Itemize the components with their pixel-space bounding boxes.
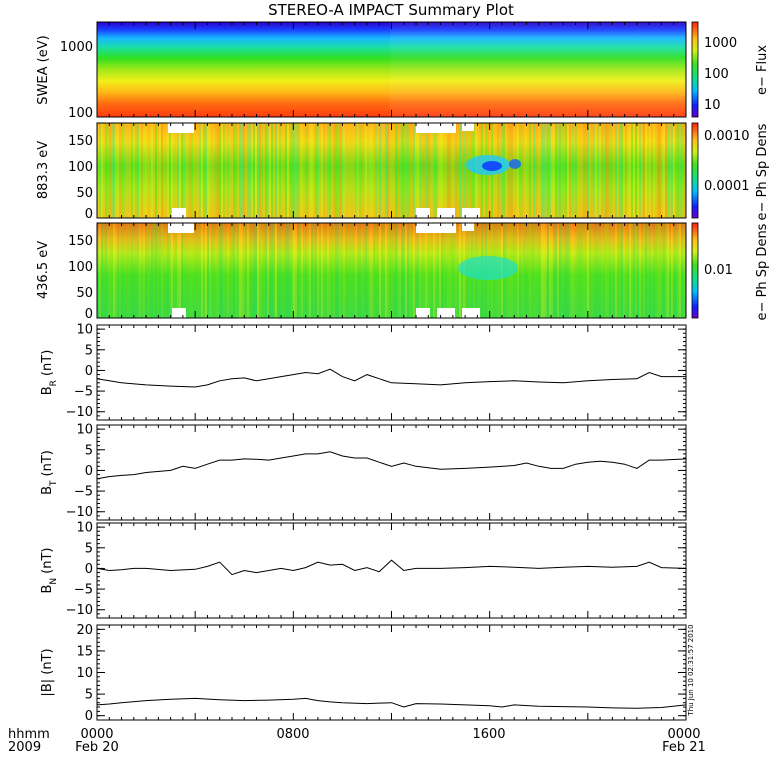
pad436-ytick-50: 50: [76, 286, 93, 301]
y-tick-label: 15: [76, 644, 93, 659]
cb3-label: e− Ph Sp Dens: [755, 223, 770, 320]
time-tick-end: 0000: [667, 727, 700, 742]
pad436-ytick-0: 0: [85, 307, 93, 322]
cb1-tick-100: 100: [704, 67, 729, 82]
pad436-ytick-150: 150: [68, 234, 93, 249]
line-panel-ylabel-sub: R: [49, 380, 59, 386]
cb2-tick-0010: 0.0010: [704, 129, 750, 144]
swea-flux-image: [97, 22, 686, 117]
colorbar-883: 0.0010 0.0001 e− Ph Sp Dens: [691, 122, 770, 220]
cb1-label: e− Flux: [755, 45, 770, 95]
y-tick-label: −10: [66, 405, 93, 420]
y-tick-label: 5: [85, 541, 93, 556]
pad-436-panel: 150 100 50 0 436.5 eV: [36, 222, 687, 322]
y-tick-label: 5: [85, 688, 93, 703]
y-tick-label: 10: [76, 666, 93, 681]
time-tick-0800: 0800: [276, 727, 309, 742]
pad883-ytick-50: 50: [76, 186, 93, 201]
time-tick-date-end: Feb 21: [662, 740, 706, 755]
cb2-tick-00001: 0.0001: [704, 179, 750, 194]
line-panel-frame: [96, 522, 687, 619]
pad436-ytick-100: 100: [68, 260, 93, 275]
y-tick-label: 0: [85, 562, 93, 577]
series-line: [96, 697, 687, 709]
swea-ylabel: SWEA (eV): [36, 35, 51, 104]
line-panel-ylabel-sub: T: [49, 480, 59, 487]
line-panel-ylabel-unit: (nT): [40, 548, 55, 574]
pad883-ytick-100: 100: [68, 160, 93, 175]
y-tick-label: −5: [74, 583, 93, 598]
time-axis-label-year: 2009: [8, 740, 41, 755]
line-panel-frame: [96, 624, 687, 721]
y-tick-label: 5: [85, 443, 93, 458]
generation-timestamp: Thu Jun 10 02:31:57 2010: [687, 624, 695, 716]
y-tick-label: 0: [85, 364, 93, 379]
colorbar-swea: 1000 100 10 e− Flux: [691, 21, 770, 118]
cb3-tick-001: 0.01: [704, 263, 733, 278]
line-panel-ylabel: BT(nT): [40, 450, 59, 495]
series-line: [96, 368, 686, 388]
line-panel-ylabel: BN(nT): [40, 548, 59, 594]
line-panel-ylabel-unit: (nT): [40, 350, 55, 376]
y-tick-label: −10: [66, 603, 93, 618]
time-tick-date-start: Feb 20: [75, 740, 119, 755]
swea-ytick-1000: 1000: [60, 40, 93, 55]
pad436-ylabel: 436.5 eV: [36, 241, 51, 299]
y-tick-label: 5: [85, 343, 93, 358]
y-tick-label: 10: [76, 521, 93, 536]
y-tick-label: 0: [85, 709, 93, 724]
y-tick-label: 10: [76, 423, 93, 438]
pad883-ylabel: 883.3 eV: [36, 141, 51, 199]
swea-ytick-100: 100: [68, 106, 93, 121]
y-tick-label: −5: [74, 485, 93, 500]
pad-883-panel: 150 100 50 0 883.3 eV: [36, 122, 687, 222]
line-panel-ylabel: BR(nT): [40, 350, 59, 396]
colorbar-436: 0.01 e− Ph Sp Dens: [691, 222, 770, 320]
pad-436-image: [97, 223, 686, 318]
line-panel-ylabel: |B| (nT): [40, 648, 55, 696]
y-tick-label: 10: [76, 323, 93, 338]
time-axis: hhmm 2009 0000 Feb 20 0800 1600 0000 Feb…: [8, 727, 706, 755]
line-panel-ylabel-sub: N: [49, 578, 59, 585]
series-line: [96, 451, 687, 480]
cb2-label: e− Ph Sp Dens: [755, 123, 770, 220]
y-tick-label: −5: [74, 385, 93, 400]
time-axis-label-hhmm: hhmm: [8, 727, 50, 742]
series-line: [96, 559, 687, 576]
y-tick-label: −10: [66, 505, 93, 520]
line-panel-frame: [96, 424, 687, 521]
time-tick-0000: 0000: [80, 727, 113, 742]
y-tick-label: 0: [85, 464, 93, 479]
pad883-ytick-150: 150: [68, 134, 93, 149]
line-panel-3: 20 15 10 5 0 |B| (nT): [40, 623, 687, 724]
plot-title: STEREO-A IMPACT Summary Plot: [268, 1, 514, 19]
pad-883-image: [97, 123, 686, 218]
swea-spectrogram-panel: 1000 100 SWEA (eV): [36, 21, 687, 121]
cb1-tick-1000: 1000: [704, 36, 737, 51]
cb1-tick-10: 10: [704, 98, 721, 113]
y-tick-label: 20: [76, 623, 93, 638]
time-tick-1600: 1600: [472, 727, 505, 742]
line-panel-ylabel-unit: (nT): [40, 450, 55, 476]
pad883-ytick-0: 0: [85, 207, 93, 222]
line-panel-frame: [96, 324, 687, 421]
